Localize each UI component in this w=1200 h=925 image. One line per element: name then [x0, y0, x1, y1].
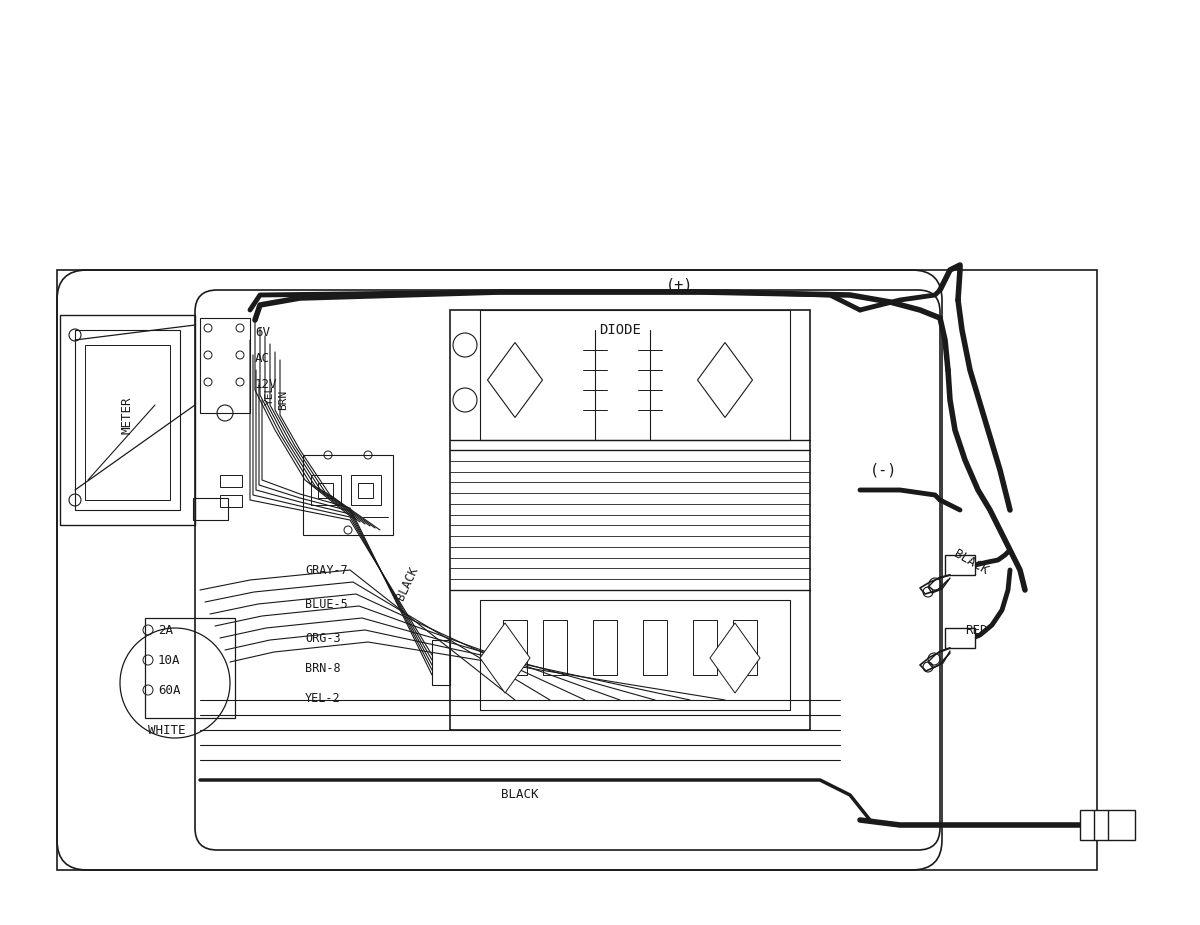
Bar [480, 310, 790, 440]
Text: (-): (-) [870, 462, 898, 477]
Text: BLACK: BLACK [394, 565, 421, 603]
Bar [733, 620, 757, 675]
Bar [193, 498, 228, 520]
Bar [694, 620, 718, 675]
Text: BLACK: BLACK [502, 788, 539, 801]
Text: GRAY-7: GRAY-7 [305, 563, 348, 576]
Text: DIODE: DIODE [599, 323, 641, 337]
Text: AC: AC [256, 352, 270, 364]
Polygon shape [487, 342, 542, 417]
Text: 6V: 6V [256, 326, 270, 339]
Polygon shape [710, 623, 760, 693]
Bar [145, 618, 235, 718]
Bar [946, 555, 974, 575]
Bar [74, 330, 180, 510]
Polygon shape [697, 342, 752, 417]
Bar [302, 455, 394, 535]
Polygon shape [480, 623, 530, 693]
Text: ORG-3: ORG-3 [305, 632, 341, 645]
Text: BLACK: BLACK [952, 548, 991, 577]
Text: BRN-8: BRN-8 [305, 661, 341, 674]
Text: BRN: BRN [278, 389, 288, 410]
Bar [358, 483, 373, 498]
Bar [432, 640, 450, 685]
Bar [450, 310, 810, 730]
Text: 12V: 12V [256, 377, 277, 390]
Bar [85, 345, 170, 500]
Text: 2A: 2A [158, 623, 173, 636]
Text: 10A: 10A [158, 653, 180, 667]
Text: 60A: 60A [158, 684, 180, 697]
Bar [593, 620, 617, 675]
Bar [318, 483, 334, 498]
Bar [220, 475, 242, 487]
Bar [643, 620, 667, 675]
Text: (+): (+) [666, 278, 694, 292]
Bar [220, 495, 242, 507]
Text: METER: METER [120, 396, 133, 434]
Text: YEL: YEL [265, 385, 275, 405]
Bar [200, 318, 250, 413]
Bar [311, 475, 341, 505]
Text: RED: RED [965, 623, 988, 636]
Text: BLUE-5: BLUE-5 [305, 598, 348, 611]
Bar [58, 270, 1097, 870]
Bar [60, 315, 194, 525]
Bar [480, 600, 790, 710]
Text: WHITE: WHITE [148, 723, 186, 736]
Bar [542, 620, 568, 675]
Bar [1080, 810, 1135, 840]
Bar [946, 628, 974, 648]
Bar [503, 620, 527, 675]
FancyBboxPatch shape [194, 290, 940, 850]
Text: YEL-2: YEL-2 [305, 692, 341, 705]
Bar [352, 475, 382, 505]
